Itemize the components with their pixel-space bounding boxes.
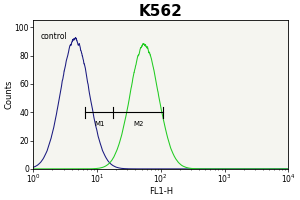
Text: M1: M1: [94, 121, 104, 127]
Text: control: control: [40, 32, 67, 41]
Y-axis label: Counts: Counts: [4, 80, 13, 109]
Title: K562: K562: [139, 4, 183, 19]
Text: M2: M2: [133, 121, 144, 127]
X-axis label: FL1-H: FL1-H: [149, 187, 173, 196]
